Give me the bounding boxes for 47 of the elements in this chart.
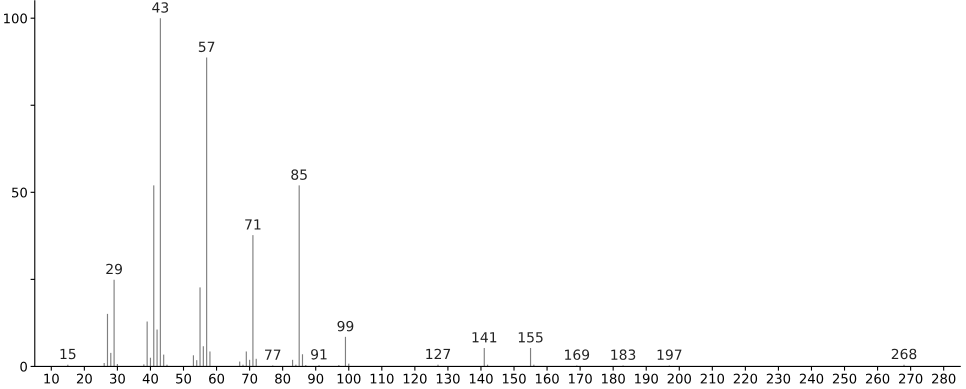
annotation: 99: [337, 320, 354, 332]
annotation: 43: [152, 2, 168, 13]
annotation: 85: [291, 169, 307, 180]
x-tick-label: 20: [76, 374, 92, 384]
x-tick-label: 180: [602, 374, 625, 384]
y-tick-label: 0: [20, 362, 27, 372]
annotation: 57: [198, 42, 214, 52]
x-tick-label: 160: [536, 374, 559, 384]
annotation: 169: [565, 349, 590, 360]
x-tick-label: 240: [800, 374, 824, 384]
annotation: 197: [658, 349, 682, 360]
annotation: 268: [892, 348, 916, 360]
x-tick-label: 140: [470, 374, 493, 384]
x-tick-label: 170: [568, 374, 592, 384]
x-tick-label: 280: [932, 374, 956, 384]
y-tick-label: 50: [12, 188, 27, 198]
x-tick-label: 30: [110, 374, 125, 384]
annotation: 29: [106, 264, 122, 274]
x-tick-label: 210: [700, 374, 724, 384]
x-tick-label: 150: [502, 374, 526, 384]
annotation: 15: [60, 348, 76, 360]
x-tick-label: 260: [866, 374, 890, 384]
y-tick-label: 100: [4, 13, 27, 24]
x-tick-label: 50: [176, 374, 192, 384]
annotation: 183: [611, 349, 636, 360]
annotation: 155: [518, 332, 543, 343]
x-tick-label: 190: [635, 374, 658, 384]
x-tick-label: 40: [142, 374, 158, 384]
annotation: 71: [245, 219, 260, 230]
annotation: 77: [265, 350, 280, 360]
annotation: 127: [426, 348, 450, 360]
x-tick-label: 60: [209, 374, 224, 384]
x-tick-label: 120: [404, 374, 427, 384]
x-tick-label: 270: [899, 374, 922, 384]
x-tick-label: 220: [734, 374, 758, 384]
annotation: 141: [472, 332, 496, 342]
x-tick-label: 230: [766, 374, 790, 384]
x-tick-label: 10: [44, 374, 59, 384]
x-tick-label: 250: [832, 374, 856, 384]
x-tick-label: 70: [242, 374, 258, 384]
x-tick-label: 130: [436, 374, 460, 384]
x-tick-label: 110: [370, 374, 394, 384]
x-tick-label: 200: [668, 374, 691, 384]
x-tick-label: 100: [338, 374, 360, 384]
x-tick-label: 90: [308, 374, 324, 384]
annotation: 91: [311, 349, 327, 360]
x-tick-label: 80: [275, 374, 290, 384]
